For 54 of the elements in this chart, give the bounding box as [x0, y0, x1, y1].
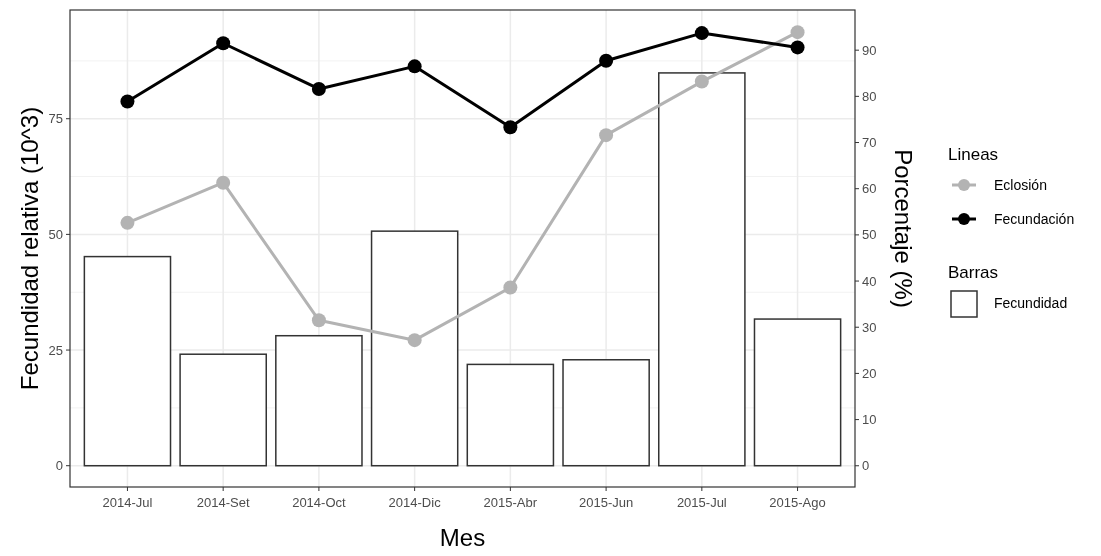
point [599, 128, 614, 143]
text: Barras [948, 263, 999, 282]
bar [83, 255, 172, 467]
legend-label: Eclosión [994, 177, 1047, 193]
x-tick-label: 2015-Ago [769, 495, 826, 510]
x-tick-label: 2014-Dic [388, 495, 442, 510]
x-tick-label: 2014-Jul [102, 495, 153, 510]
y-tick-label: 50 [48, 226, 63, 242]
point [120, 94, 135, 109]
bar [275, 334, 363, 467]
y-tick-label: 0 [55, 458, 63, 474]
point [216, 175, 231, 190]
bar [466, 363, 555, 467]
point [311, 313, 326, 328]
y2-tick-label: 60 [862, 181, 877, 197]
point [790, 40, 805, 55]
y2-tick-label: 0 [862, 458, 870, 474]
bar [753, 318, 842, 467]
point [599, 53, 614, 68]
point [311, 81, 326, 96]
y2-tick-label: 70 [862, 135, 877, 151]
y2-tick-label: 40 [862, 273, 877, 289]
legend-label: Fecundidad [994, 295, 1068, 311]
x-tick-label: 2015-Jul [676, 495, 727, 510]
x-tick-label: 2015-Jun [578, 495, 634, 510]
x-tick-label: 2015-Abr [483, 495, 538, 510]
x-tick-label: 2014-Oct [292, 495, 347, 510]
y-tick-label: 25 [48, 342, 63, 358]
y2-tick-label: 30 [862, 319, 877, 335]
y2-tick-label: 90 [862, 42, 877, 58]
y2-axis-title: Porcentaje (%) [889, 149, 917, 308]
point [503, 280, 518, 295]
y2-tick-label: 20 [862, 365, 877, 381]
legend-label: Fecundación [994, 211, 1075, 227]
point [407, 59, 422, 74]
y2-tick-label: 50 [862, 227, 877, 243]
y-axis-title: Fecundidad relativa (10^3) [16, 106, 44, 391]
text: Lineas [948, 145, 999, 164]
point [407, 333, 422, 348]
point [503, 120, 518, 135]
bar [658, 72, 746, 467]
point [216, 36, 231, 51]
point [790, 25, 805, 40]
y-tick-label: 75 [48, 111, 63, 127]
point [694, 26, 709, 41]
y2-tick-label: 10 [862, 412, 877, 428]
bar [562, 359, 650, 467]
y2-tick-label: 80 [862, 88, 877, 104]
x-tick-label: 2014-Set [196, 495, 250, 510]
bar [179, 353, 267, 467]
x-axis-title: Mes [439, 524, 486, 551]
point [120, 215, 135, 230]
point [694, 74, 709, 89]
bar [370, 230, 459, 467]
